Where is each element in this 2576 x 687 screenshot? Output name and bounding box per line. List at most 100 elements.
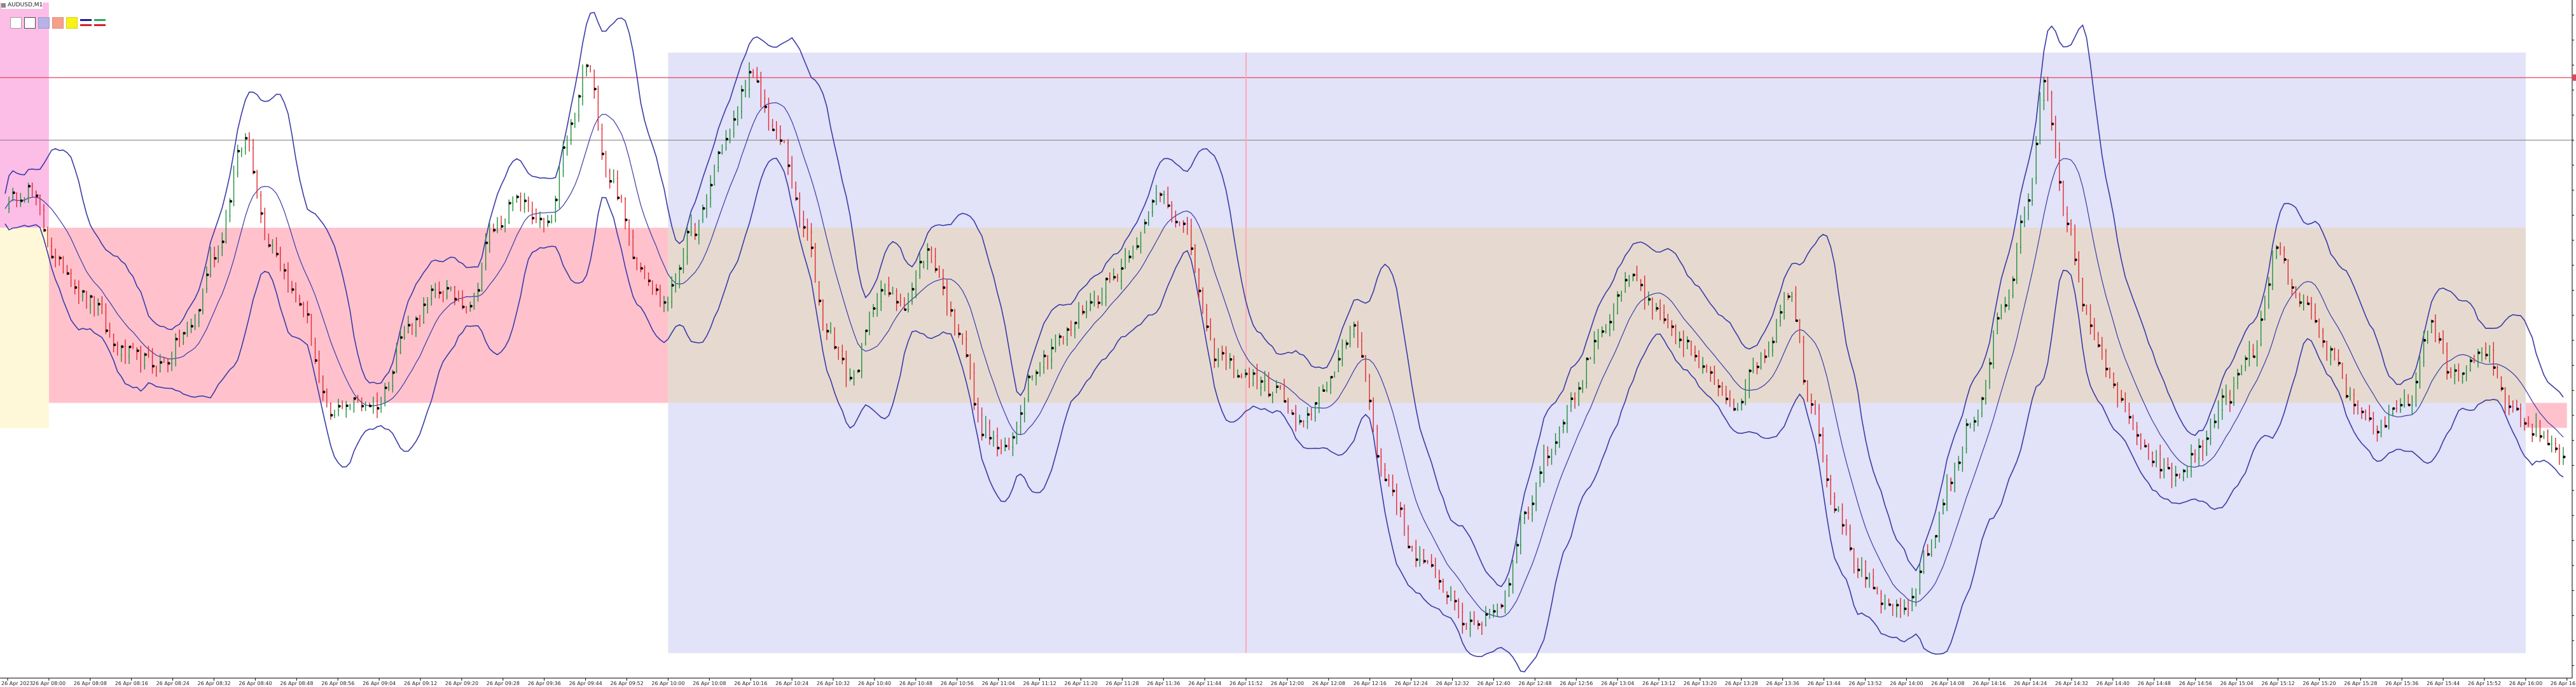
signal-dot: [555, 198, 558, 202]
candle: [625, 197, 627, 230]
signal-dot: [826, 330, 829, 333]
signal-dot: [1756, 365, 1760, 368]
signal-dot: [2276, 246, 2279, 249]
candle: [431, 285, 433, 306]
candle: [1086, 300, 1088, 319]
signal-dot: [571, 122, 574, 125]
signal-dot: [904, 308, 907, 311]
candle: [194, 314, 196, 330]
candle: [1408, 525, 1409, 549]
zone-yellow-3[interactable]: [0, 228, 49, 428]
candle: [155, 365, 157, 377]
signal-dot: [1090, 301, 1093, 304]
signal-dot: [1469, 619, 1473, 622]
candle: [1698, 350, 1700, 368]
candle: [1175, 210, 1177, 228]
candle: [329, 402, 331, 420]
candle: [597, 85, 599, 131]
candle: [1865, 560, 1867, 588]
candle: [151, 347, 153, 374]
signal-dot: [2144, 445, 2147, 448]
candle: [644, 265, 646, 280]
candle: [779, 125, 781, 145]
candle: [392, 370, 394, 393]
signal-dot: [2222, 395, 2225, 398]
signal-dot: [2524, 422, 2527, 425]
candle: [775, 121, 777, 139]
candle: [744, 80, 746, 97]
candle: [295, 282, 297, 303]
zone-pink-2[interactable]: [48, 228, 668, 403]
signal-dot: [2113, 383, 2116, 386]
signal-dot: [392, 371, 395, 374]
candle: [2458, 363, 2460, 382]
candle: [675, 273, 677, 293]
toolbar-white-box-swatch[interactable]: [10, 17, 22, 29]
candle: [1527, 506, 1529, 520]
candle: [1981, 396, 1983, 418]
candle: [2283, 246, 2285, 264]
signal-dot: [2400, 403, 2403, 407]
candle: [2302, 294, 2304, 311]
candle: [1055, 334, 1056, 352]
candle: [1535, 482, 1537, 511]
signal-dot: [431, 288, 434, 291]
toolbar-salmon-swatch[interactable]: [52, 17, 64, 29]
candle: [1857, 558, 1859, 578]
price-axis[interactable]: 0.661950.661850.661750.661650.661550.661…: [2572, 13, 2576, 669]
signal-dot: [322, 391, 326, 394]
toolbar-white-box-2-swatch[interactable]: [24, 17, 36, 29]
signal-dot: [810, 246, 814, 249]
toolbar-green-red-lines-icon[interactable]: [94, 17, 106, 29]
candle: [1551, 448, 1553, 465]
time-tick-label: 26 Apr 12:56: [1560, 681, 1593, 686]
toolbar-lavender-swatch[interactable]: [38, 17, 50, 29]
time-tick-label: 26 Apr 08:00: [32, 681, 66, 686]
candle: [1962, 446, 1963, 472]
candle: [287, 262, 289, 293]
candle: [1562, 419, 1564, 434]
signal-dot: [245, 137, 248, 140]
candle: [2008, 289, 2010, 310]
signal-dot: [1051, 347, 1054, 350]
signal-dot: [1663, 318, 1666, 321]
symbol-title[interactable]: AUDUSD,M1: [1, 1, 43, 9]
signal-dot: [1446, 595, 1450, 598]
candle: [2454, 364, 2456, 385]
candle: [377, 392, 378, 419]
candle: [2299, 292, 2301, 307]
toolbar-yellow-swatch[interactable]: [66, 17, 78, 29]
time-tick-label: 26 Apr 12:08: [1312, 681, 1345, 686]
signal-dot: [2361, 410, 2364, 413]
candle: [2233, 377, 2235, 406]
zone-magenta-4[interactable]: [0, 3, 49, 228]
candle: [2089, 304, 2091, 335]
candle: [2032, 177, 2033, 206]
zone-tan-1[interactable]: [668, 228, 2526, 403]
signal-dot: [997, 447, 1000, 450]
time-tick-label: 26 Apr 11:12: [1023, 681, 1056, 686]
signal-dot: [415, 317, 419, 321]
candle: [1636, 265, 1638, 282]
candle: [384, 382, 386, 406]
candle: [1736, 403, 1738, 412]
signal-dot: [1354, 324, 1357, 327]
candle: [31, 182, 33, 197]
candle: [2349, 387, 2351, 401]
candle: [950, 301, 952, 317]
candle: [2113, 372, 2115, 389]
candle: [1097, 295, 1099, 309]
candle: [551, 214, 553, 224]
toolbar-navy-red-lines-icon[interactable]: [80, 17, 92, 29]
candle: [1593, 331, 1595, 364]
candle: [2225, 384, 2227, 405]
candle: [2295, 286, 2297, 299]
signal-dot: [2431, 320, 2434, 323]
candle: [969, 354, 971, 380]
time-tick-label: 26 Apr 14:56: [2179, 681, 2212, 686]
signal-dot: [2089, 324, 2093, 328]
time-axis[interactable]: 26 Apr 2023 26 Apr 08:00 26 Apr 08:08 26 Ap…: [1, 678, 2576, 686]
candle: [1330, 376, 1332, 394]
